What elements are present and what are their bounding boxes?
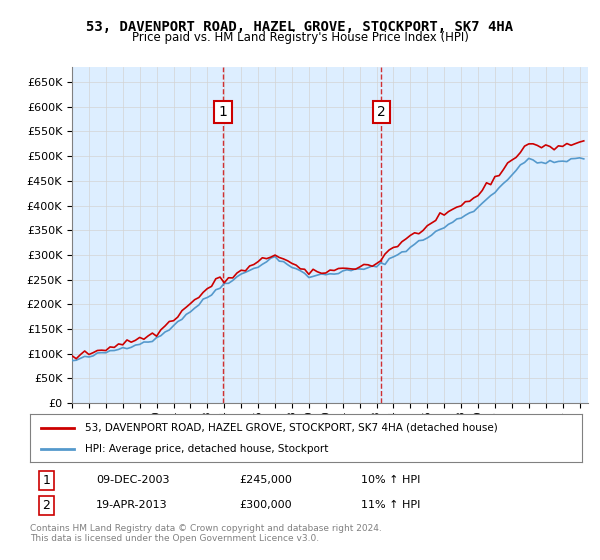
Text: 1: 1	[43, 474, 50, 487]
Text: £245,000: £245,000	[240, 475, 293, 485]
Text: 10% ↑ HPI: 10% ↑ HPI	[361, 475, 421, 485]
Text: 19-APR-2013: 19-APR-2013	[96, 501, 168, 510]
Text: 53, DAVENPORT ROAD, HAZEL GROVE, STOCKPORT, SK7 4HA: 53, DAVENPORT ROAD, HAZEL GROVE, STOCKPO…	[86, 20, 514, 34]
Text: 2: 2	[377, 105, 386, 119]
Text: 09-DEC-2003: 09-DEC-2003	[96, 475, 170, 485]
Text: 11% ↑ HPI: 11% ↑ HPI	[361, 501, 421, 510]
Text: Price paid vs. HM Land Registry's House Price Index (HPI): Price paid vs. HM Land Registry's House …	[131, 31, 469, 44]
Text: Contains HM Land Registry data © Crown copyright and database right 2024.
This d: Contains HM Land Registry data © Crown c…	[30, 524, 382, 543]
Text: HPI: Average price, detached house, Stockport: HPI: Average price, detached house, Stoc…	[85, 444, 329, 454]
Text: 2: 2	[43, 499, 50, 512]
Text: 53, DAVENPORT ROAD, HAZEL GROVE, STOCKPORT, SK7 4HA (detached house): 53, DAVENPORT ROAD, HAZEL GROVE, STOCKPO…	[85, 423, 498, 433]
Text: 1: 1	[218, 105, 227, 119]
Text: £300,000: £300,000	[240, 501, 292, 510]
